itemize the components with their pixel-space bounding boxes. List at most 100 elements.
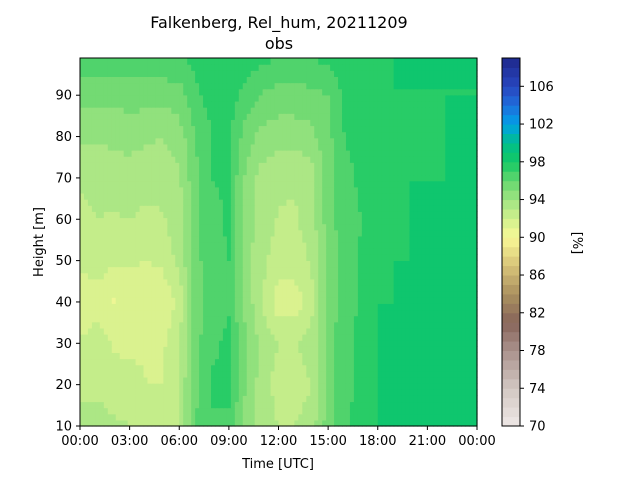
heatmap-cell <box>330 143 335 151</box>
heatmap-cell <box>345 352 351 360</box>
heatmap-cell <box>314 284 319 292</box>
heatmap-cell <box>187 174 192 182</box>
heatmap-cell <box>99 309 105 317</box>
heatmap-cell <box>469 395 474 403</box>
heatmap-cell <box>314 364 319 372</box>
heatmap-cell <box>461 340 466 347</box>
heatmap-cell <box>258 327 264 335</box>
heatmap-cell <box>441 297 446 304</box>
heatmap-cell <box>119 389 125 396</box>
heatmap-cell <box>310 383 315 390</box>
heatmap-cell <box>211 143 216 151</box>
heatmap-cell <box>83 383 89 390</box>
heatmap-cell <box>302 168 307 176</box>
heatmap-cell <box>306 315 311 323</box>
heatmap-cell <box>306 143 311 151</box>
heatmap-cell <box>207 291 212 298</box>
heatmap-cell <box>143 389 149 396</box>
heatmap-cell <box>238 125 244 133</box>
heatmap-cell <box>397 125 403 133</box>
heatmap-cell <box>465 401 470 409</box>
heatmap-cell <box>353 192 359 200</box>
heatmap-cell <box>250 223 256 231</box>
heatmap-cell <box>270 119 276 127</box>
heatmap-cell <box>187 383 192 390</box>
heatmap-cell <box>131 125 137 133</box>
heatmap-cell <box>199 266 204 274</box>
heatmap-cell <box>87 284 93 292</box>
heatmap-cell <box>238 370 244 378</box>
heatmap-cell <box>445 413 450 421</box>
heatmap-cell <box>437 291 442 298</box>
heatmap-cell <box>91 150 97 157</box>
heatmap-cell <box>143 358 149 366</box>
heatmap-cell <box>381 278 387 286</box>
heatmap-cell <box>282 205 288 212</box>
heatmap-cell <box>83 278 89 286</box>
heatmap-cell <box>107 278 113 286</box>
heatmap-cell <box>294 186 299 194</box>
heatmap-cell <box>413 168 419 176</box>
heatmap-cell <box>306 260 311 268</box>
heatmap-cell <box>179 419 184 427</box>
heatmap-cell <box>191 199 196 206</box>
heatmap-cell <box>294 376 299 384</box>
heatmap-cell <box>318 346 323 353</box>
heatmap-cell <box>449 119 454 127</box>
heatmap-cell <box>373 364 379 372</box>
heatmap-cell <box>159 309 164 317</box>
heatmap-cell <box>401 254 407 261</box>
heatmap-cell <box>171 242 176 249</box>
heatmap-cell <box>83 309 89 317</box>
heatmap-cell <box>334 419 339 427</box>
heatmap-cell <box>306 340 311 347</box>
heatmap-cell <box>131 413 137 421</box>
heatmap-cell <box>405 376 411 384</box>
heatmap-cell <box>143 211 149 219</box>
heatmap-cell <box>473 156 478 163</box>
heatmap-cell <box>274 156 280 163</box>
heatmap-cell <box>139 180 145 188</box>
heatmap-cell <box>195 401 200 409</box>
heatmap-cell <box>401 383 407 390</box>
heatmap-cell <box>294 266 299 274</box>
heatmap-cell <box>393 272 399 280</box>
heatmap-cell <box>393 315 399 323</box>
heatmap-cell <box>437 419 442 427</box>
heatmap-cell <box>115 211 121 219</box>
heatmap-cell <box>445 284 450 292</box>
heatmap-cell <box>338 309 343 317</box>
heatmap-cell <box>123 150 129 157</box>
heatmap-cell <box>357 315 363 323</box>
heatmap-cell <box>349 370 355 378</box>
heatmap-cell <box>234 278 240 286</box>
heatmap-cell <box>127 180 133 188</box>
heatmap-cell <box>322 162 327 169</box>
heatmap-cell <box>381 284 387 292</box>
heatmap-cell <box>175 370 180 378</box>
heatmap-cell <box>342 137 347 145</box>
heatmap-cell <box>270 199 276 206</box>
heatmap-cell <box>437 235 442 243</box>
heatmap-cell <box>298 334 303 341</box>
heatmap-cell <box>119 143 125 151</box>
heatmap-cell <box>310 297 315 304</box>
heatmap-cell <box>469 297 474 304</box>
heatmap-cell <box>175 309 180 317</box>
heatmap-cell <box>278 364 284 372</box>
heatmap-cell <box>218 272 224 280</box>
heatmap-cell <box>290 125 295 133</box>
heatmap-cell <box>179 254 184 261</box>
heatmap-cell <box>465 223 470 231</box>
heatmap-cell <box>230 180 236 188</box>
heatmap-cell <box>469 180 474 188</box>
heatmap-cell <box>111 229 117 237</box>
heatmap-cell <box>393 278 399 286</box>
heatmap-cell <box>409 125 415 133</box>
heatmap-cell <box>83 168 89 176</box>
heatmap-cell <box>345 223 351 231</box>
heatmap-cell <box>246 260 252 268</box>
heatmap-cell <box>238 143 244 151</box>
heatmap-cell <box>155 192 160 200</box>
heatmap-cell <box>417 401 423 409</box>
